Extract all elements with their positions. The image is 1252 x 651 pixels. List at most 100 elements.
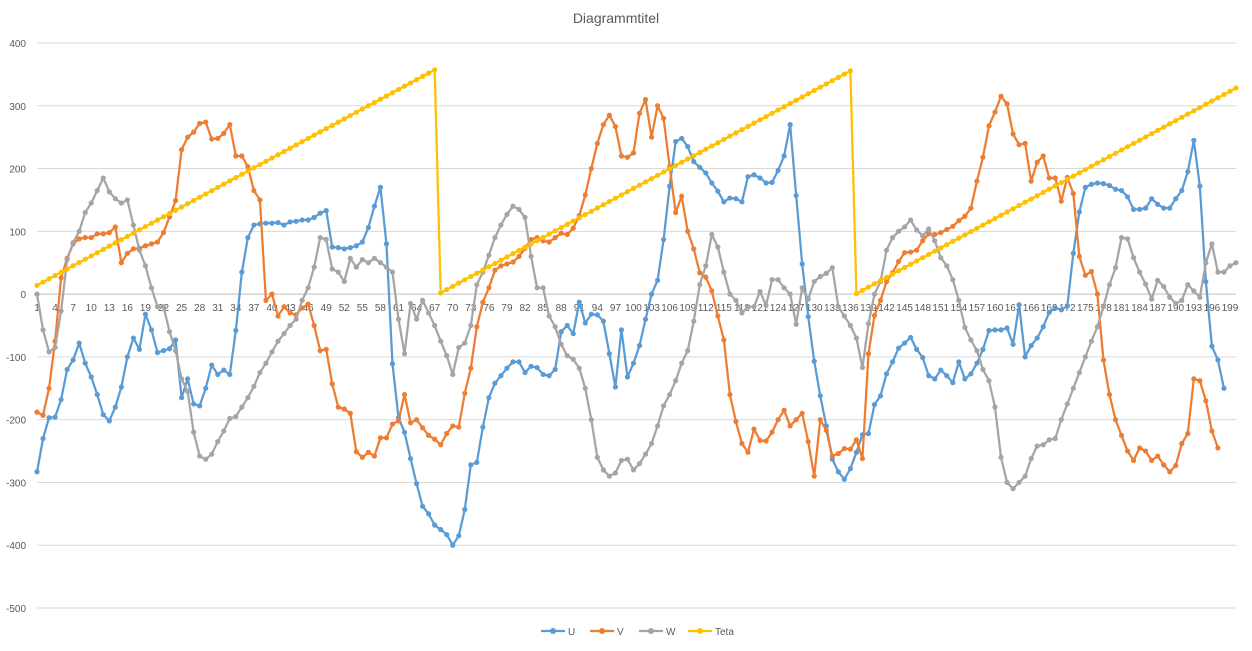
data-point (1022, 354, 1028, 360)
data-point (245, 164, 251, 170)
data-point (564, 221, 570, 227)
data-point (588, 208, 594, 214)
x-tick-label: 16 (122, 303, 134, 314)
data-point (191, 197, 197, 204)
data-point (1233, 85, 1239, 91)
data-point (1185, 111, 1191, 117)
data-point (968, 371, 974, 377)
data-point (618, 327, 625, 333)
data-point (1112, 417, 1119, 423)
data-point (926, 373, 932, 379)
data-point (576, 365, 582, 371)
data-point (1016, 302, 1022, 308)
data-point (130, 222, 136, 228)
data-point (130, 230, 136, 236)
data-point (654, 277, 661, 283)
data-point (112, 224, 118, 230)
data-point (1040, 189, 1046, 196)
data-point (389, 421, 396, 427)
data-point (353, 243, 359, 249)
data-point (944, 226, 950, 233)
data-point (739, 199, 745, 205)
data-point (908, 334, 914, 341)
data-point (209, 362, 215, 368)
data-point (871, 402, 878, 408)
data-point (341, 406, 347, 412)
data-point (703, 263, 709, 269)
data-point (1130, 206, 1137, 212)
data-point (968, 337, 974, 343)
data-point (570, 218, 576, 224)
data-point (811, 278, 817, 285)
x-tick-label: 76 (483, 303, 495, 314)
x-tick-label: 34 (230, 303, 242, 314)
data-point (739, 127, 745, 133)
data-point (185, 388, 191, 395)
data-point (594, 454, 600, 460)
x-tick-label: 58 (375, 303, 387, 314)
data-point (1197, 183, 1203, 189)
data-point (486, 252, 492, 258)
data-point (88, 374, 94, 380)
x-tick-label: 25 (176, 303, 188, 314)
data-point (383, 93, 390, 99)
data-point (305, 301, 311, 307)
x-tick-label: 49 (321, 303, 333, 314)
data-point (510, 359, 516, 365)
data-point (739, 440, 745, 447)
x-tick-label: 121 (752, 303, 769, 314)
data-point (1215, 269, 1221, 275)
data-point (118, 384, 124, 390)
data-point (257, 161, 263, 168)
data-point (106, 243, 112, 249)
data-point (763, 302, 769, 309)
data-point (691, 246, 697, 252)
data-point (1082, 354, 1088, 360)
data-point (215, 371, 221, 378)
data-point (1143, 448, 1149, 454)
data-point (480, 267, 486, 273)
data-point (444, 531, 450, 538)
data-point (1064, 303, 1070, 309)
x-tick-label: 160 (987, 303, 1004, 314)
chart-title: Diagrammtitel (573, 10, 659, 26)
data-point (154, 304, 161, 310)
data-point (733, 130, 739, 136)
data-point (1052, 175, 1058, 181)
data-point (691, 318, 697, 324)
data-point (1161, 462, 1167, 468)
x-tick-label: 91 (574, 303, 586, 314)
x-tick-label: 193 (1185, 303, 1202, 314)
data-point (950, 380, 956, 386)
data-point (197, 120, 203, 126)
data-point (395, 418, 402, 424)
data-point (763, 438, 769, 444)
data-point (269, 291, 275, 297)
data-point (745, 174, 751, 180)
data-point (1137, 206, 1143, 212)
data-point (191, 429, 197, 435)
data-point (775, 167, 781, 174)
data-point (1112, 186, 1119, 192)
data-point (323, 126, 329, 132)
data-point (203, 191, 209, 197)
data-point (118, 237, 124, 243)
data-point (160, 304, 167, 310)
data-point (630, 150, 637, 156)
data-point (504, 254, 510, 260)
data-point (950, 238, 956, 244)
x-tick-label: 85 (538, 303, 550, 314)
data-point (751, 120, 757, 126)
data-point (179, 395, 185, 401)
data-point (359, 239, 365, 245)
data-point (311, 322, 317, 329)
data-point (498, 222, 504, 228)
data-point (426, 310, 432, 316)
data-point (365, 449, 371, 455)
data-point (341, 278, 347, 285)
data-point (76, 340, 82, 346)
data-point (769, 277, 775, 283)
data-point (1034, 335, 1040, 341)
data-point (70, 263, 76, 269)
